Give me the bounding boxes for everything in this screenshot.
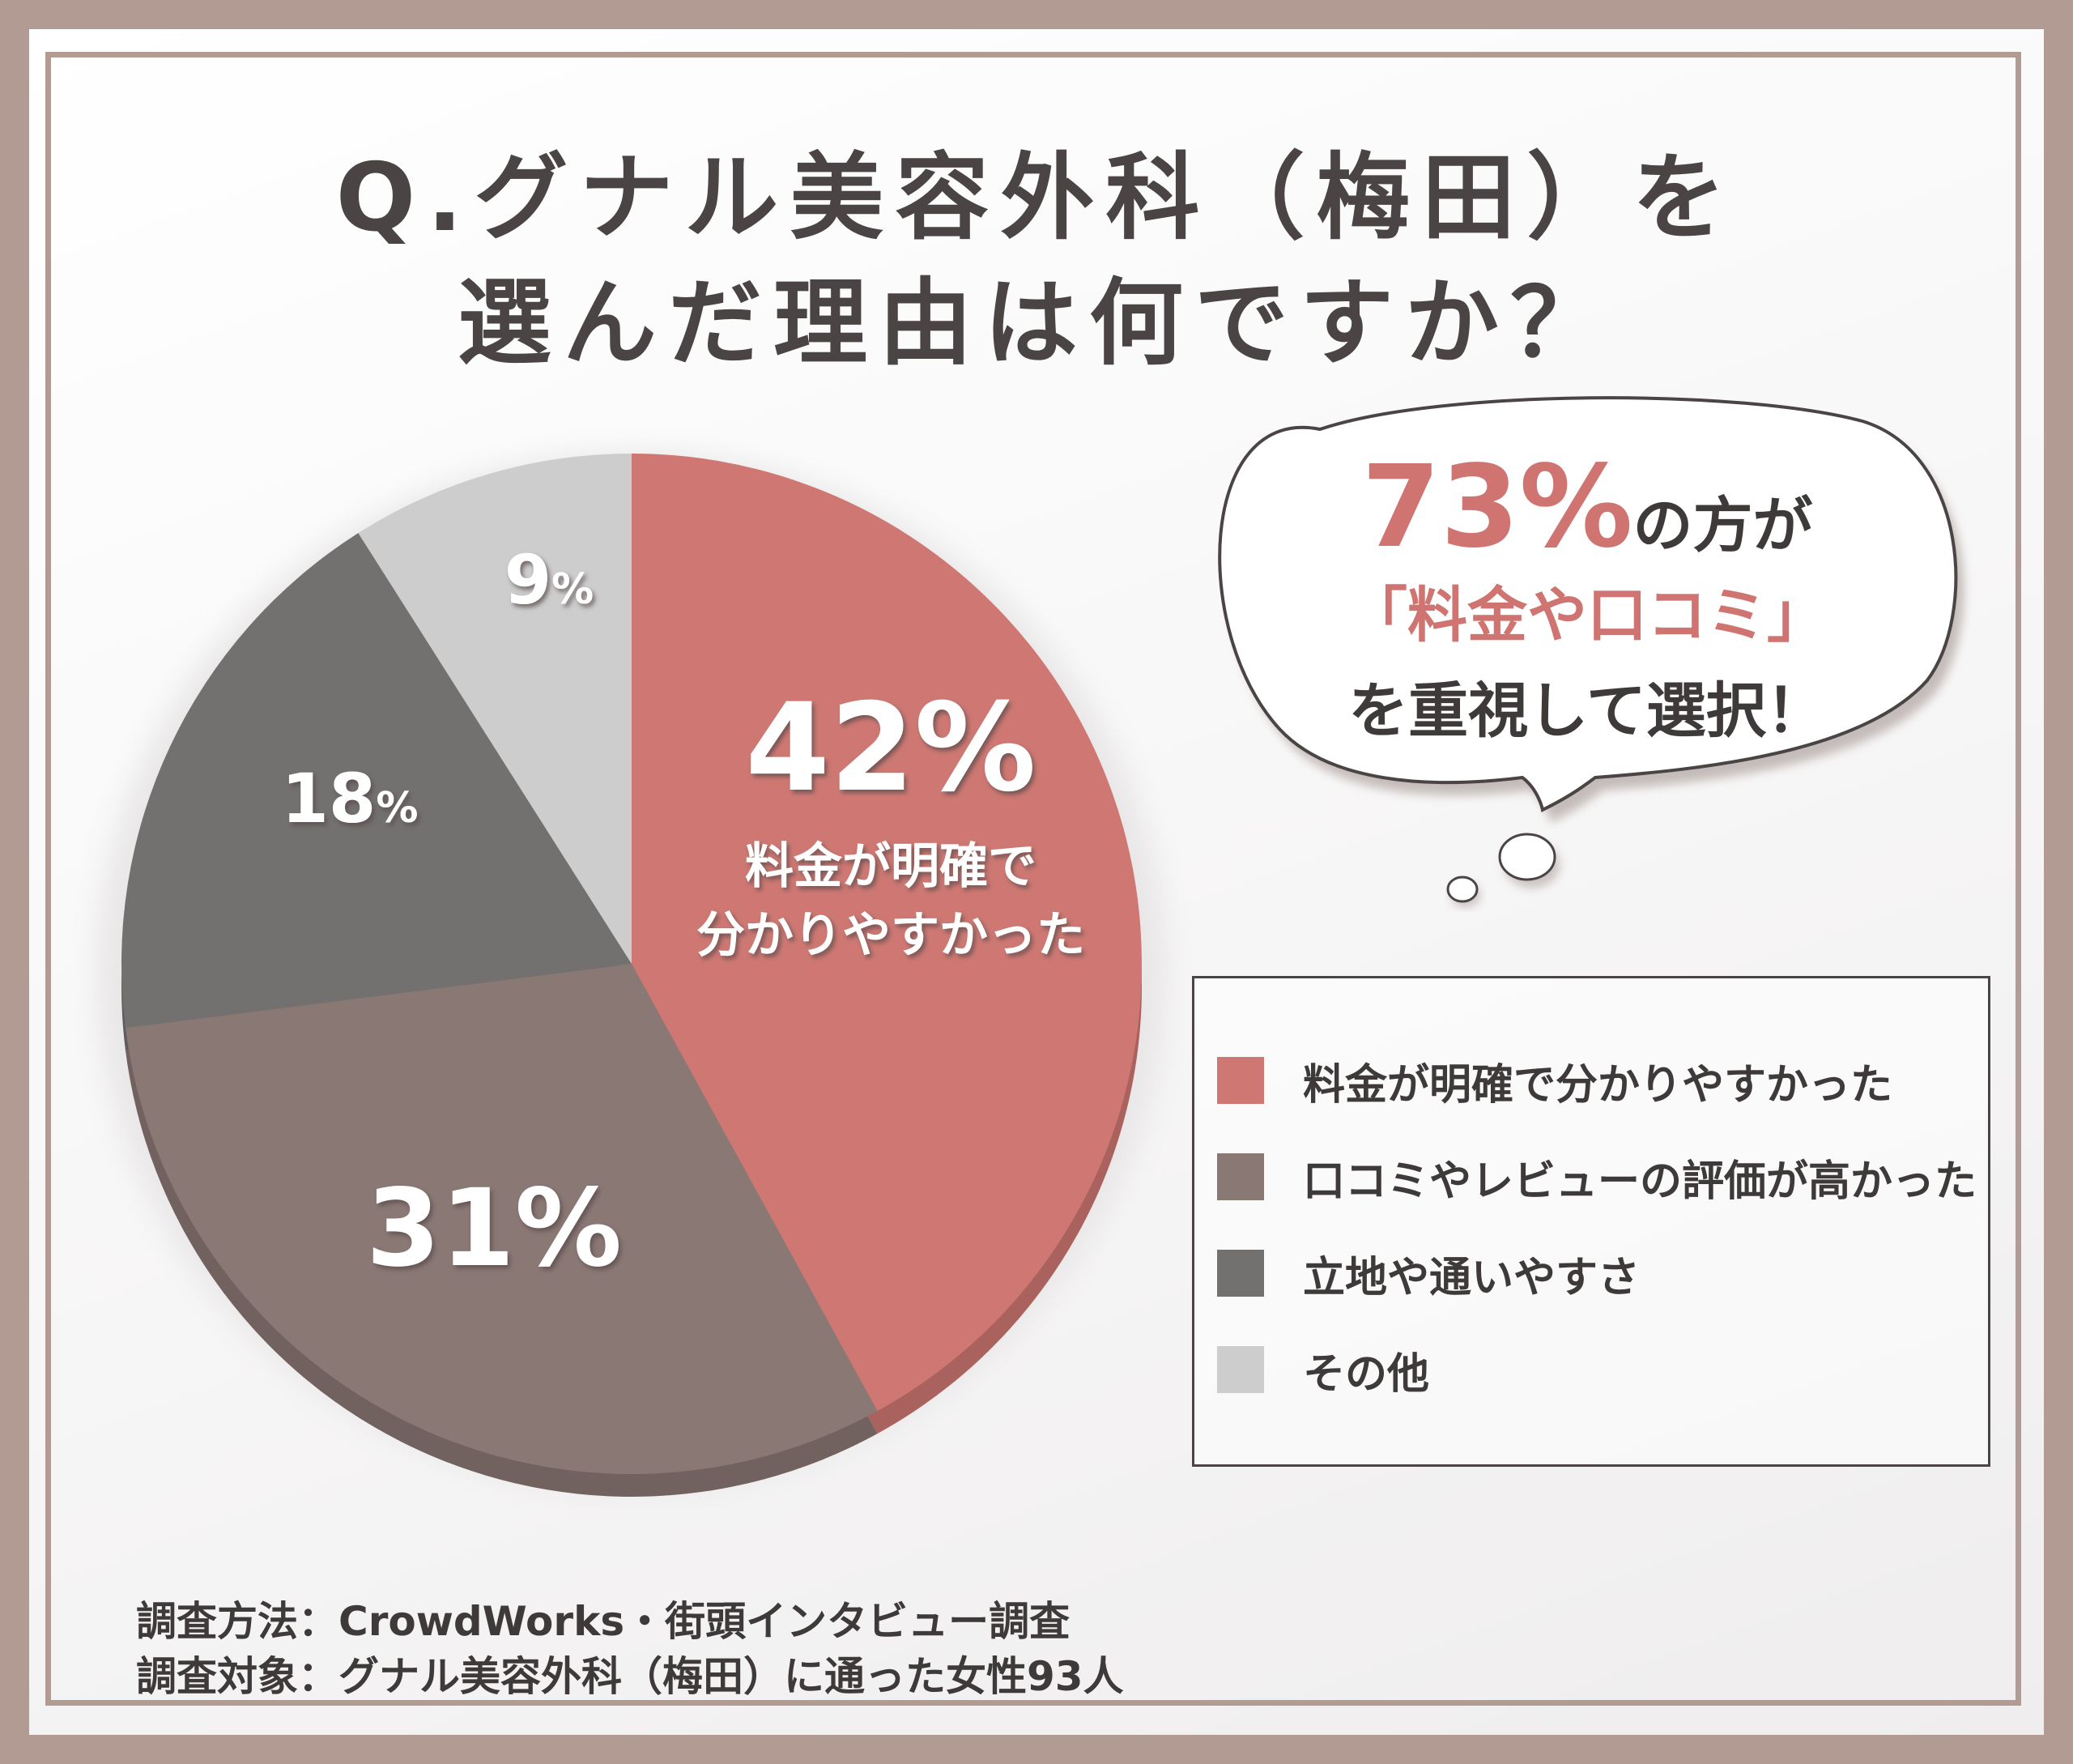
pie-slice-price <box>632 454 1142 1412</box>
chart-title-line2: 選んだ理由は何ですか？ <box>458 269 1615 378</box>
legend-item-other: その他 <box>1217 1345 1429 1399</box>
chart-legend: 料金が明確で分かりやすかった 口コミやレビューの評価が高かった 立地や通いやすさ… <box>1192 976 1990 1467</box>
legend-swatch-reviews <box>1217 1153 1264 1200</box>
footer-method: 調査方法：CrowdWorks・街頭インタビュー調査 <box>136 1598 1071 1645</box>
legend-label-other: その他 <box>1303 1349 1430 1399</box>
pie-slice-reviews <box>125 964 878 1475</box>
callout-line2: 「料金や口コミ」 <box>1347 581 1827 650</box>
legend-item-price: 料金が明確で分かりやすかった <box>1217 1056 1892 1110</box>
pie-slice-location <box>121 533 632 1028</box>
legend-label-reviews: 口コミやレビューの評価が高かった <box>1303 1157 1977 1206</box>
callout-line3: を重視して選択！ <box>1348 676 1826 746</box>
slice-label-42: 42% <box>745 678 1036 819</box>
callout-line1: 73%の方が <box>1223 441 1952 573</box>
slice-label-31: 31% <box>366 1166 622 1291</box>
legend-label-price: 料金が明確で分かりやすかった <box>1303 1060 1893 1110</box>
inner-frame <box>45 52 2021 1706</box>
footer-target: 調査対象：グナル美容外科（梅田）に通った女性93人 <box>136 1653 1124 1700</box>
slice-label-42-sub2: 分かりやすかった <box>696 907 1085 964</box>
legend-swatch-location <box>1217 1250 1264 1297</box>
chart-title-line1: Q.グナル美容外科（梅田）を <box>335 143 1738 253</box>
slice-label-9: 9% <box>504 540 594 620</box>
legend-swatch-other <box>1217 1346 1264 1393</box>
speech-bubble <box>1218 396 1964 907</box>
legend-swatch-price <box>1217 1057 1264 1104</box>
callout-line1-rest: の方が <box>1632 491 1813 560</box>
legend-item-reviews: 口コミやレビューの評価が高かった <box>1217 1153 1977 1206</box>
pie-slice-other <box>358 454 632 964</box>
legend-label-location: 立地や通いやすさ <box>1303 1253 1641 1302</box>
slice-label-42-sub1: 料金が明確で <box>745 838 1036 895</box>
callout-percent: 73% <box>1361 441 1633 573</box>
slice-label-18: 18% <box>281 759 418 838</box>
legend-item-location: 立地や通いやすさ <box>1217 1249 1640 1302</box>
